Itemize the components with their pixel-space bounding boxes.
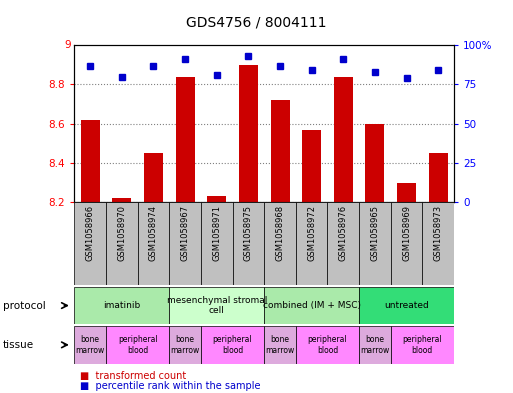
Text: GSM1058965: GSM1058965 <box>370 205 380 261</box>
Text: GSM1058966: GSM1058966 <box>86 205 95 261</box>
Bar <box>327 202 359 285</box>
Bar <box>106 202 137 285</box>
Bar <box>106 326 169 364</box>
Bar <box>391 202 422 285</box>
Bar <box>264 202 296 285</box>
Bar <box>239 65 258 202</box>
Bar <box>207 196 226 202</box>
Text: GSM1058976: GSM1058976 <box>339 205 348 261</box>
Text: GDS4756 / 8004111: GDS4756 / 8004111 <box>186 16 327 30</box>
Bar <box>391 326 454 364</box>
Bar <box>169 287 264 324</box>
Bar <box>175 77 194 202</box>
Text: GSM1058969: GSM1058969 <box>402 205 411 261</box>
Bar <box>359 326 391 364</box>
Bar <box>365 124 384 202</box>
Bar <box>201 326 264 364</box>
Bar <box>422 202 454 285</box>
Bar <box>264 287 359 324</box>
Text: combined (IM + MSC): combined (IM + MSC) <box>263 301 361 310</box>
Text: bone
marrow: bone marrow <box>170 335 200 354</box>
Text: ■  transformed count: ■ transformed count <box>80 371 186 381</box>
Bar <box>397 183 416 202</box>
Bar <box>359 202 391 285</box>
Bar <box>74 326 106 364</box>
Text: GSM1058975: GSM1058975 <box>244 205 253 261</box>
Text: peripheral
blood: peripheral blood <box>308 335 347 354</box>
Bar <box>169 202 201 285</box>
Text: bone
marrow: bone marrow <box>75 335 105 354</box>
Bar <box>232 202 264 285</box>
Bar <box>359 287 454 324</box>
Bar <box>137 202 169 285</box>
Text: GSM1058968: GSM1058968 <box>275 205 285 261</box>
Text: peripheral
blood: peripheral blood <box>213 335 252 354</box>
Bar <box>144 153 163 202</box>
Text: GSM1058967: GSM1058967 <box>181 205 190 261</box>
Text: 9: 9 <box>64 40 71 50</box>
Text: ■  percentile rank within the sample: ■ percentile rank within the sample <box>80 381 260 391</box>
Bar <box>429 153 448 202</box>
Text: peripheral
blood: peripheral blood <box>403 335 442 354</box>
Text: peripheral
blood: peripheral blood <box>118 335 157 354</box>
Bar <box>302 130 321 202</box>
Bar <box>264 326 296 364</box>
Text: untreated: untreated <box>384 301 429 310</box>
Bar <box>81 120 100 202</box>
Bar <box>74 287 169 324</box>
Text: bone
marrow: bone marrow <box>265 335 294 354</box>
Bar <box>201 202 232 285</box>
Bar <box>270 100 289 202</box>
Text: mesenchymal stromal
cell: mesenchymal stromal cell <box>167 296 267 315</box>
Bar <box>334 77 353 202</box>
Text: tissue: tissue <box>3 340 34 350</box>
Text: GSM1058970: GSM1058970 <box>117 205 126 261</box>
Bar <box>296 202 327 285</box>
Text: GSM1058971: GSM1058971 <box>212 205 221 261</box>
Text: bone
marrow: bone marrow <box>360 335 389 354</box>
Text: GSM1058973: GSM1058973 <box>433 205 443 261</box>
Text: GSM1058972: GSM1058972 <box>307 205 316 261</box>
Bar <box>74 202 106 285</box>
Bar <box>296 326 359 364</box>
Text: imatinib: imatinib <box>103 301 141 310</box>
Text: GSM1058974: GSM1058974 <box>149 205 158 261</box>
Bar <box>169 326 201 364</box>
Bar <box>112 198 131 202</box>
Text: protocol: protocol <box>3 301 45 310</box>
